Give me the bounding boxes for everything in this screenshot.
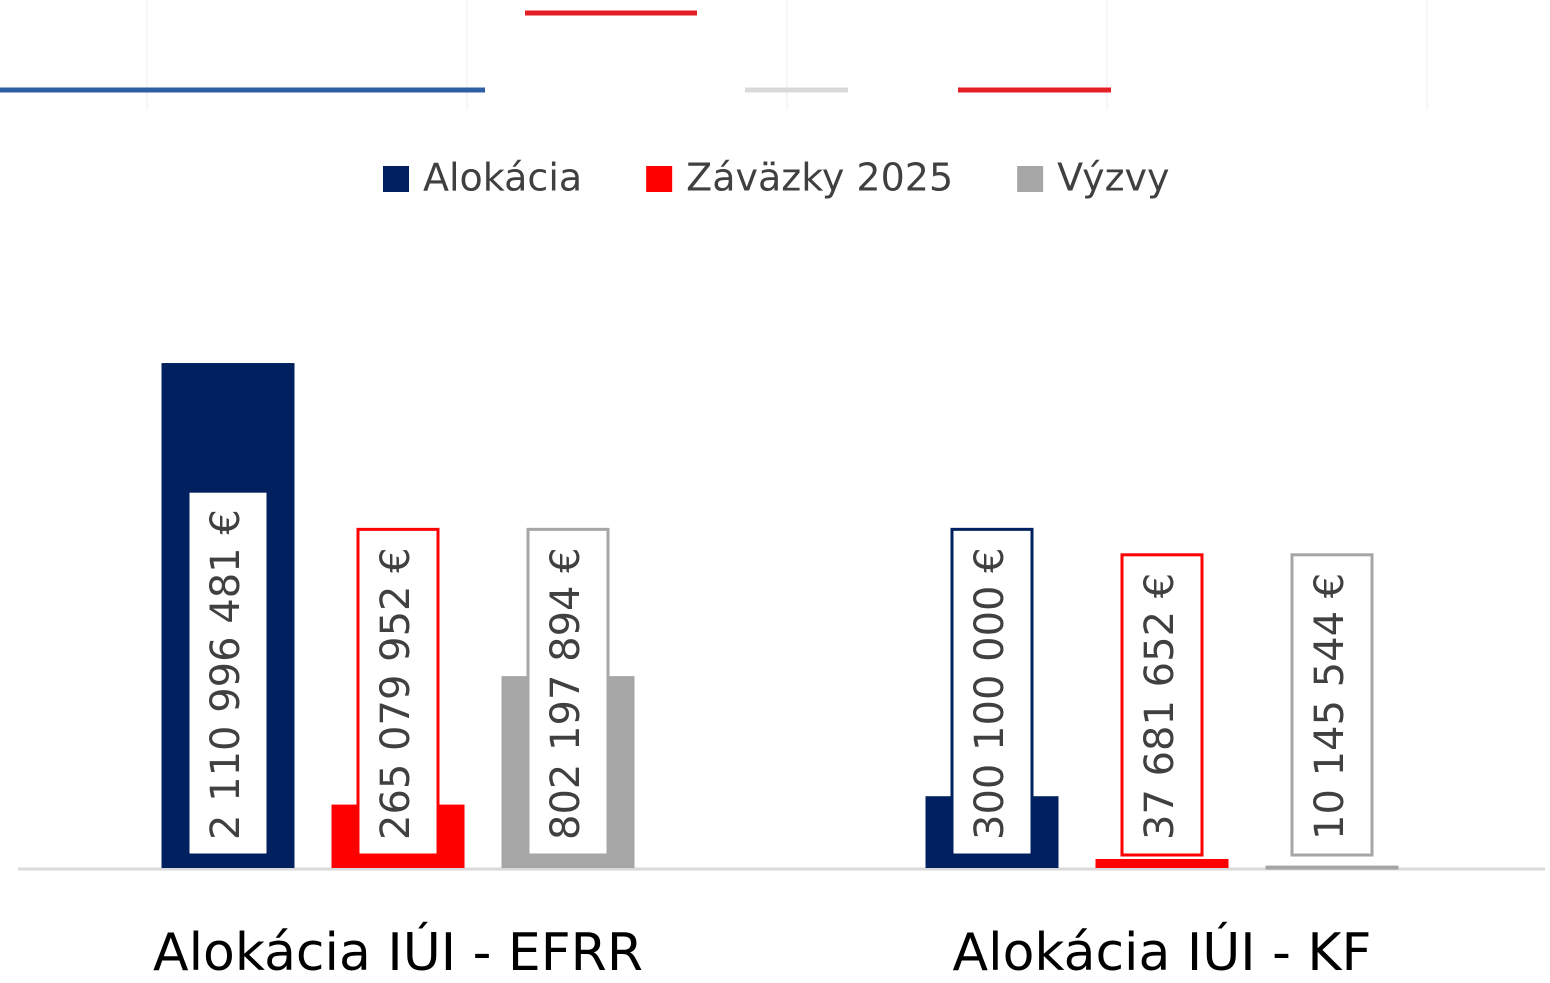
legend-swatch (646, 166, 673, 192)
data-label: 10 145 544 € (1307, 573, 1353, 840)
data-label-box (186, 489, 270, 857)
data-label: 802 197 894 € (543, 547, 589, 840)
bar (1095, 858, 1229, 868)
data-label: 2 110 996 481 € (203, 509, 249, 840)
legend-swatch (383, 166, 409, 192)
legend-label: Alokácia (423, 156, 582, 200)
legend-swatch (1017, 166, 1044, 192)
data-label: 37 681 652 € (1137, 573, 1183, 840)
legend-label: Záväzky 2025 (686, 156, 953, 200)
x-tick-label: Alokácia IÚI - KF (953, 921, 1372, 983)
data-label-box (526, 527, 610, 857)
previous-chart-remnant (0, 0, 1428, 110)
data-label-box (950, 527, 1034, 857)
data-label-box (1120, 553, 1204, 857)
data-label: 300 100 000 € (967, 547, 1013, 840)
bar (1265, 865, 1399, 870)
x-tick-label: Alokácia IÚI - EFRR (153, 921, 643, 983)
data-label: 265 079 952 € (373, 547, 419, 840)
legend-label: Výzvy (1057, 156, 1169, 200)
data-label-box (1290, 553, 1374, 857)
data-label-box (356, 527, 440, 857)
